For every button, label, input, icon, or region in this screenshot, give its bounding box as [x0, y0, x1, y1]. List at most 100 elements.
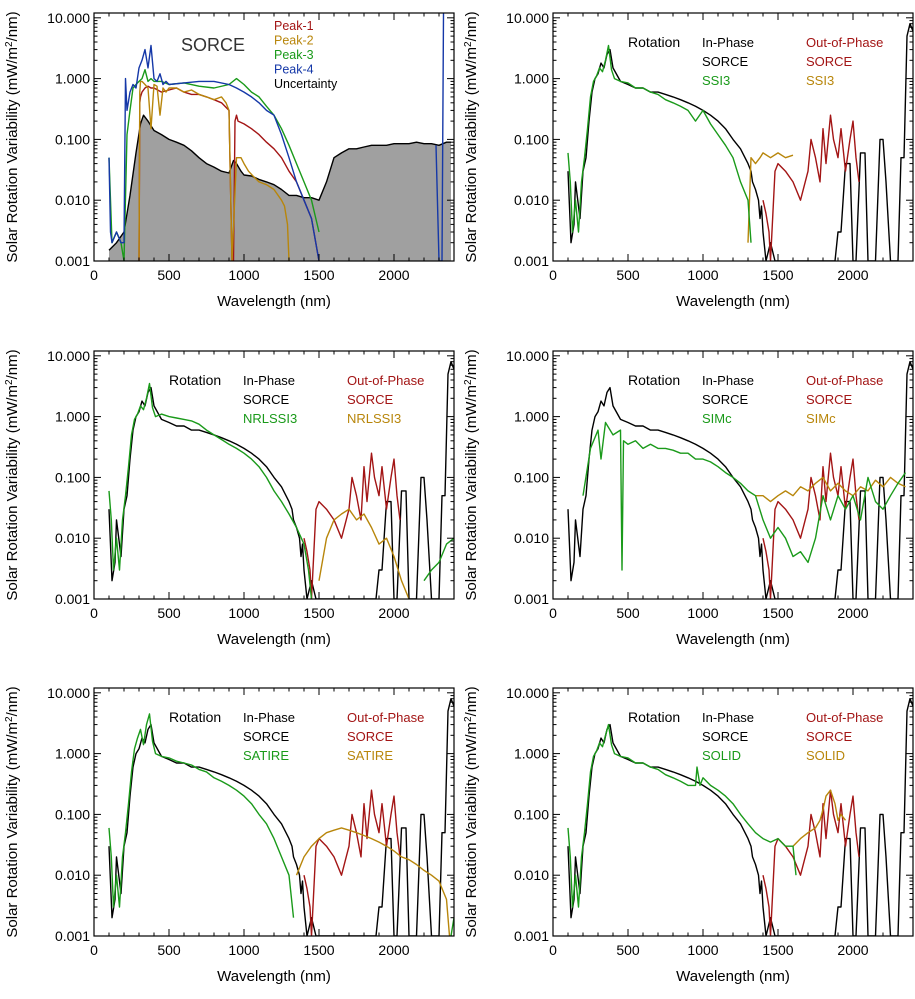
rotation-label: Rotation [628, 372, 680, 388]
series-line-sorce-0 [108, 361, 454, 599]
plot-area [567, 698, 913, 936]
y-tick-label: 0.001 [55, 928, 90, 944]
out-of-phase-model-label: SSI3 [806, 73, 834, 88]
series-line-sorce-1 [762, 452, 860, 599]
in-phase-sorce-label: SORCE [243, 392, 290, 407]
out-of-phase-model-label: SATIRE [347, 748, 393, 763]
x-tick-label: 2000 [378, 942, 409, 958]
chart-title: SORCE [181, 35, 245, 55]
y-axis-label: Solar Rotation Variability (mW/m2/nm) [4, 11, 22, 262]
series-line-ssi3-2 [747, 152, 794, 243]
x-axis-label: Wavelength (nm) [217, 293, 331, 310]
y-axis-label: Solar Rotation Variability (mW/m2/nm) [463, 11, 481, 262]
in-phase-sorce-label: SORCE [702, 392, 749, 407]
x-tick-label: 0 [549, 605, 557, 621]
out-of-phase-sorce-label: SORCE [347, 392, 394, 407]
out-of-phase-model-label: NRLSSI3 [347, 411, 401, 426]
out-of-phase-label: Out-of-Phase [347, 373, 424, 388]
y-axis-label: Solar Rotation Variability (mW/m2/nm) [4, 686, 22, 937]
plot-frame [93, 687, 455, 937]
y-tick-label: 1.000 [514, 746, 549, 762]
out-of-phase-label: Out-of-Phase [347, 710, 424, 725]
out-of-phase-model-label: SIMc [806, 411, 836, 426]
in-phase-label: In-Phase [702, 710, 754, 725]
in-phase-sorce-label: SORCE [702, 729, 749, 744]
out-of-phase-sorce-label: SORCE [806, 54, 853, 69]
plot-area [108, 13, 451, 261]
chart-panel-top-left: 0 500 1000 1500 2000 0.001 0.010 0.100 1.000 10.0… [4, 10, 455, 310]
y-tick-label: 10.000 [47, 10, 90, 26]
x-tick-label: 1000 [687, 605, 718, 621]
legend-entry-uncertainty: Uncertainty [274, 77, 338, 91]
out-of-phase-sorce-label: SORCE [347, 729, 394, 744]
y-tick-label: 0.001 [55, 591, 90, 607]
y-tick-label: 0.010 [55, 192, 90, 208]
series-line-nrlssi3-2 [318, 508, 410, 599]
legend-entry-peak-3: Peak-3 [274, 48, 314, 62]
in-phase-model-label: SIMc [702, 411, 732, 426]
series-line-satire-3 [108, 713, 295, 918]
plot-area [567, 23, 913, 261]
x-axis-label: Wavelength (nm) [217, 631, 331, 648]
legend-entry-peak-1: Peak-1 [274, 19, 314, 33]
series-line-peak-1-1 [138, 85, 320, 261]
x-tick-label: 1500 [762, 267, 793, 283]
y-axis-label: Solar Rotation Variability (mW/m2/nm) [463, 349, 481, 600]
out-of-phase-sorce-label: SORCE [806, 729, 853, 744]
x-tick-label: 1000 [687, 267, 718, 283]
x-tick-label: 2000 [378, 605, 409, 621]
x-tick-label: 500 [616, 605, 640, 621]
series-line-peak-4-4 [108, 44, 320, 261]
x-tick-label: 1500 [762, 942, 793, 958]
y-tick-label: 0.100 [514, 806, 549, 822]
y-tick-label: 1.000 [514, 71, 549, 87]
in-phase-label: In-Phase [702, 35, 754, 50]
x-tick-label: 1500 [303, 267, 334, 283]
rotation-label: Rotation [169, 372, 221, 388]
plot-area [108, 698, 454, 936]
series-line-uncertainty-0 [108, 114, 451, 251]
x-tick-label: 2000 [837, 942, 868, 958]
y-tick-label: 0.001 [55, 253, 90, 269]
legend-entry-peak-2: Peak-2 [274, 34, 314, 48]
out-of-phase-label: Out-of-Phase [806, 710, 883, 725]
series-line-sorce-0 [567, 361, 913, 599]
x-tick-label: 500 [616, 942, 640, 958]
series-fill-uncertainty [109, 115, 451, 261]
x-axis-label: Wavelength (nm) [676, 968, 790, 985]
x-tick-label: 0 [90, 942, 98, 958]
series-line-sorce-0 [108, 698, 454, 936]
y-tick-label: 0.100 [55, 469, 90, 485]
x-tick-label: 0 [90, 267, 98, 283]
y-tick-label: 0.100 [55, 806, 90, 822]
series-line-satire-2 [295, 827, 451, 936]
series-line-nrlssi3-3 [108, 382, 313, 599]
x-tick-label: 0 [549, 267, 557, 283]
y-tick-label: 0.100 [514, 131, 549, 147]
x-tick-label: 0 [549, 942, 557, 958]
y-tick-label: 0.010 [514, 530, 549, 546]
x-tick-label: 2000 [837, 267, 868, 283]
x-axis-label: Wavelength (nm) [217, 968, 331, 985]
x-axis-label: Wavelength (nm) [676, 293, 790, 310]
y-tick-label: 1.000 [514, 409, 549, 425]
x-tick-label: 500 [616, 267, 640, 283]
out-of-phase-model-label: SOLID [806, 748, 845, 763]
y-tick-label: 0.100 [514, 469, 549, 485]
plot-area [108, 361, 454, 599]
in-phase-sorce-label: SORCE [243, 729, 290, 744]
series-line-solid-2 [792, 789, 847, 847]
series-line-peak-4-5 [435, 13, 445, 261]
in-phase-sorce-label: SORCE [702, 54, 749, 69]
in-phase-label: In-Phase [243, 710, 295, 725]
series-line-simc-3 [582, 421, 907, 571]
x-tick-label: 2000 [378, 267, 409, 283]
x-tick-label: 0 [90, 605, 98, 621]
y-tick-label: 10.000 [47, 348, 90, 364]
in-phase-model-label: SSI3 [702, 73, 730, 88]
in-phase-label: In-Phase [243, 373, 295, 388]
y-tick-label: 10.000 [47, 685, 90, 701]
y-tick-label: 10.000 [506, 348, 549, 364]
in-phase-model-label: SOLID [702, 748, 741, 763]
